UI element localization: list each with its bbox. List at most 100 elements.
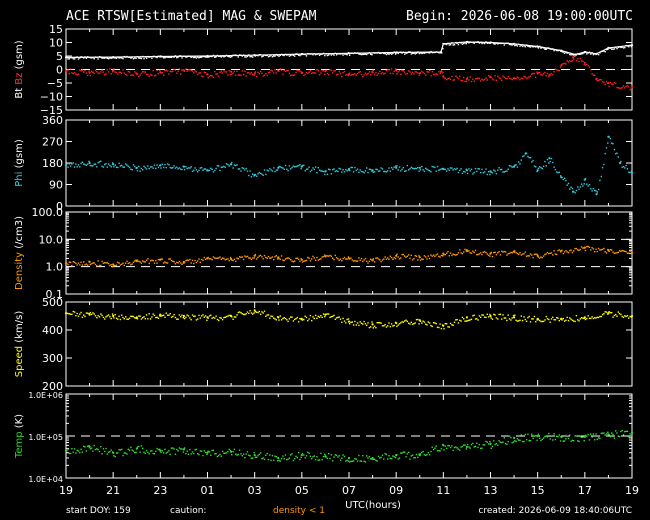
data-point-bz [90,70,93,72]
data-marker-temp [536,434,539,438]
data-point-bz [540,74,542,76]
data-point-temp [495,443,498,445]
data-point-speed [596,316,598,318]
data-point-speed [472,315,474,317]
data-marker-bz [159,71,162,74]
data-marker-bt [64,56,68,59]
data-point-density [402,253,405,256]
data-point-speed [206,319,208,321]
data-point-phi [565,180,567,182]
data-marker-phi [324,170,327,173]
data-point-temp [528,439,530,442]
data-point-speed [408,322,410,324]
data-point-temp [515,440,517,443]
data-point-speed [578,320,580,322]
data-point-density [318,258,321,261]
data-point-density [507,253,509,255]
data-point-bt [345,53,347,55]
data-point-bt [617,46,619,49]
data-point-temp [630,434,633,437]
data-point-bz [183,70,186,72]
data-point-speed [609,311,612,314]
data-point-phi [125,163,127,165]
data-point-phi [83,163,85,165]
data-point-speed [253,312,255,314]
data-point-phi [415,167,418,170]
data-point-temp [89,448,91,450]
data-point-density [565,249,567,252]
data-point-density [446,252,448,254]
data-point-speed [518,320,520,322]
data-point-bt [501,42,503,45]
data-point-temp [380,456,382,459]
data-point-phi [107,163,110,165]
data-point-bz [332,72,334,74]
data-point-speed [227,315,229,317]
data-point-density [544,253,546,256]
data-point-bz [451,75,453,78]
data-point-temp [586,435,588,437]
data-point-speed [417,318,419,321]
data-point-phi [106,166,108,168]
data-point-speed [490,317,492,319]
data-point-density [528,255,530,257]
data-marker-bt [595,52,598,55]
data-point-density [165,262,167,264]
data-point-speed [487,316,490,318]
data-point-bt [377,51,380,54]
data-point-bz [605,80,608,83]
data-point-bt [274,55,276,57]
data-point-bz [172,70,174,72]
data-point-temp [394,456,397,459]
data-point-bt [127,56,129,58]
data-point-temp [253,452,255,454]
data-point-bz [145,73,148,75]
data-point-bz [316,69,318,71]
data-point-speed [318,316,321,318]
data-point-speed [440,327,443,330]
data-marker-density [324,255,327,258]
data-point-bt [401,52,403,54]
data-point-bt [235,54,237,56]
data-point-density [299,260,301,262]
data-point-temp [426,454,428,456]
data-point-temp [582,436,584,438]
data-point-temp [125,452,127,454]
data-point-bt [198,57,200,59]
data-point-phi [80,162,82,165]
data-point-speed [118,315,120,317]
data-point-density [345,258,347,260]
data-marker-bz [583,61,586,64]
data-point-bt [181,57,183,59]
data-point-speed [421,322,423,324]
x-tick-label: 15 [531,484,545,497]
data-point-speed [521,319,524,322]
data-point-temp [238,449,241,451]
data-point-density [290,259,292,261]
y-axis-label-part: (K) [14,414,25,432]
data-point-bz [335,74,338,76]
data-point-bt [553,49,555,52]
data-point-speed [84,315,86,318]
data-point-speed [309,314,312,317]
data-point-speed [476,318,478,320]
data-point-bt [275,53,277,56]
data-point-density [368,260,371,262]
data-point-speed [512,314,515,317]
data-point-density [173,261,175,263]
data-point-speed [607,313,609,315]
data-point-bz [447,78,449,80]
data-point-bt [546,47,549,49]
data-point-bz [273,72,275,74]
data-point-phi [296,165,298,167]
data-point-speed [220,317,222,319]
data-point-phi [75,163,77,165]
data-point-bz [132,74,135,77]
data-point-phi [388,167,390,169]
data-point-bz [603,81,605,83]
data-point-bt [503,44,505,46]
data-point-bt [153,55,156,58]
data-point-bt [144,56,146,58]
data-point-density [210,258,212,260]
data-point-density [491,255,494,258]
